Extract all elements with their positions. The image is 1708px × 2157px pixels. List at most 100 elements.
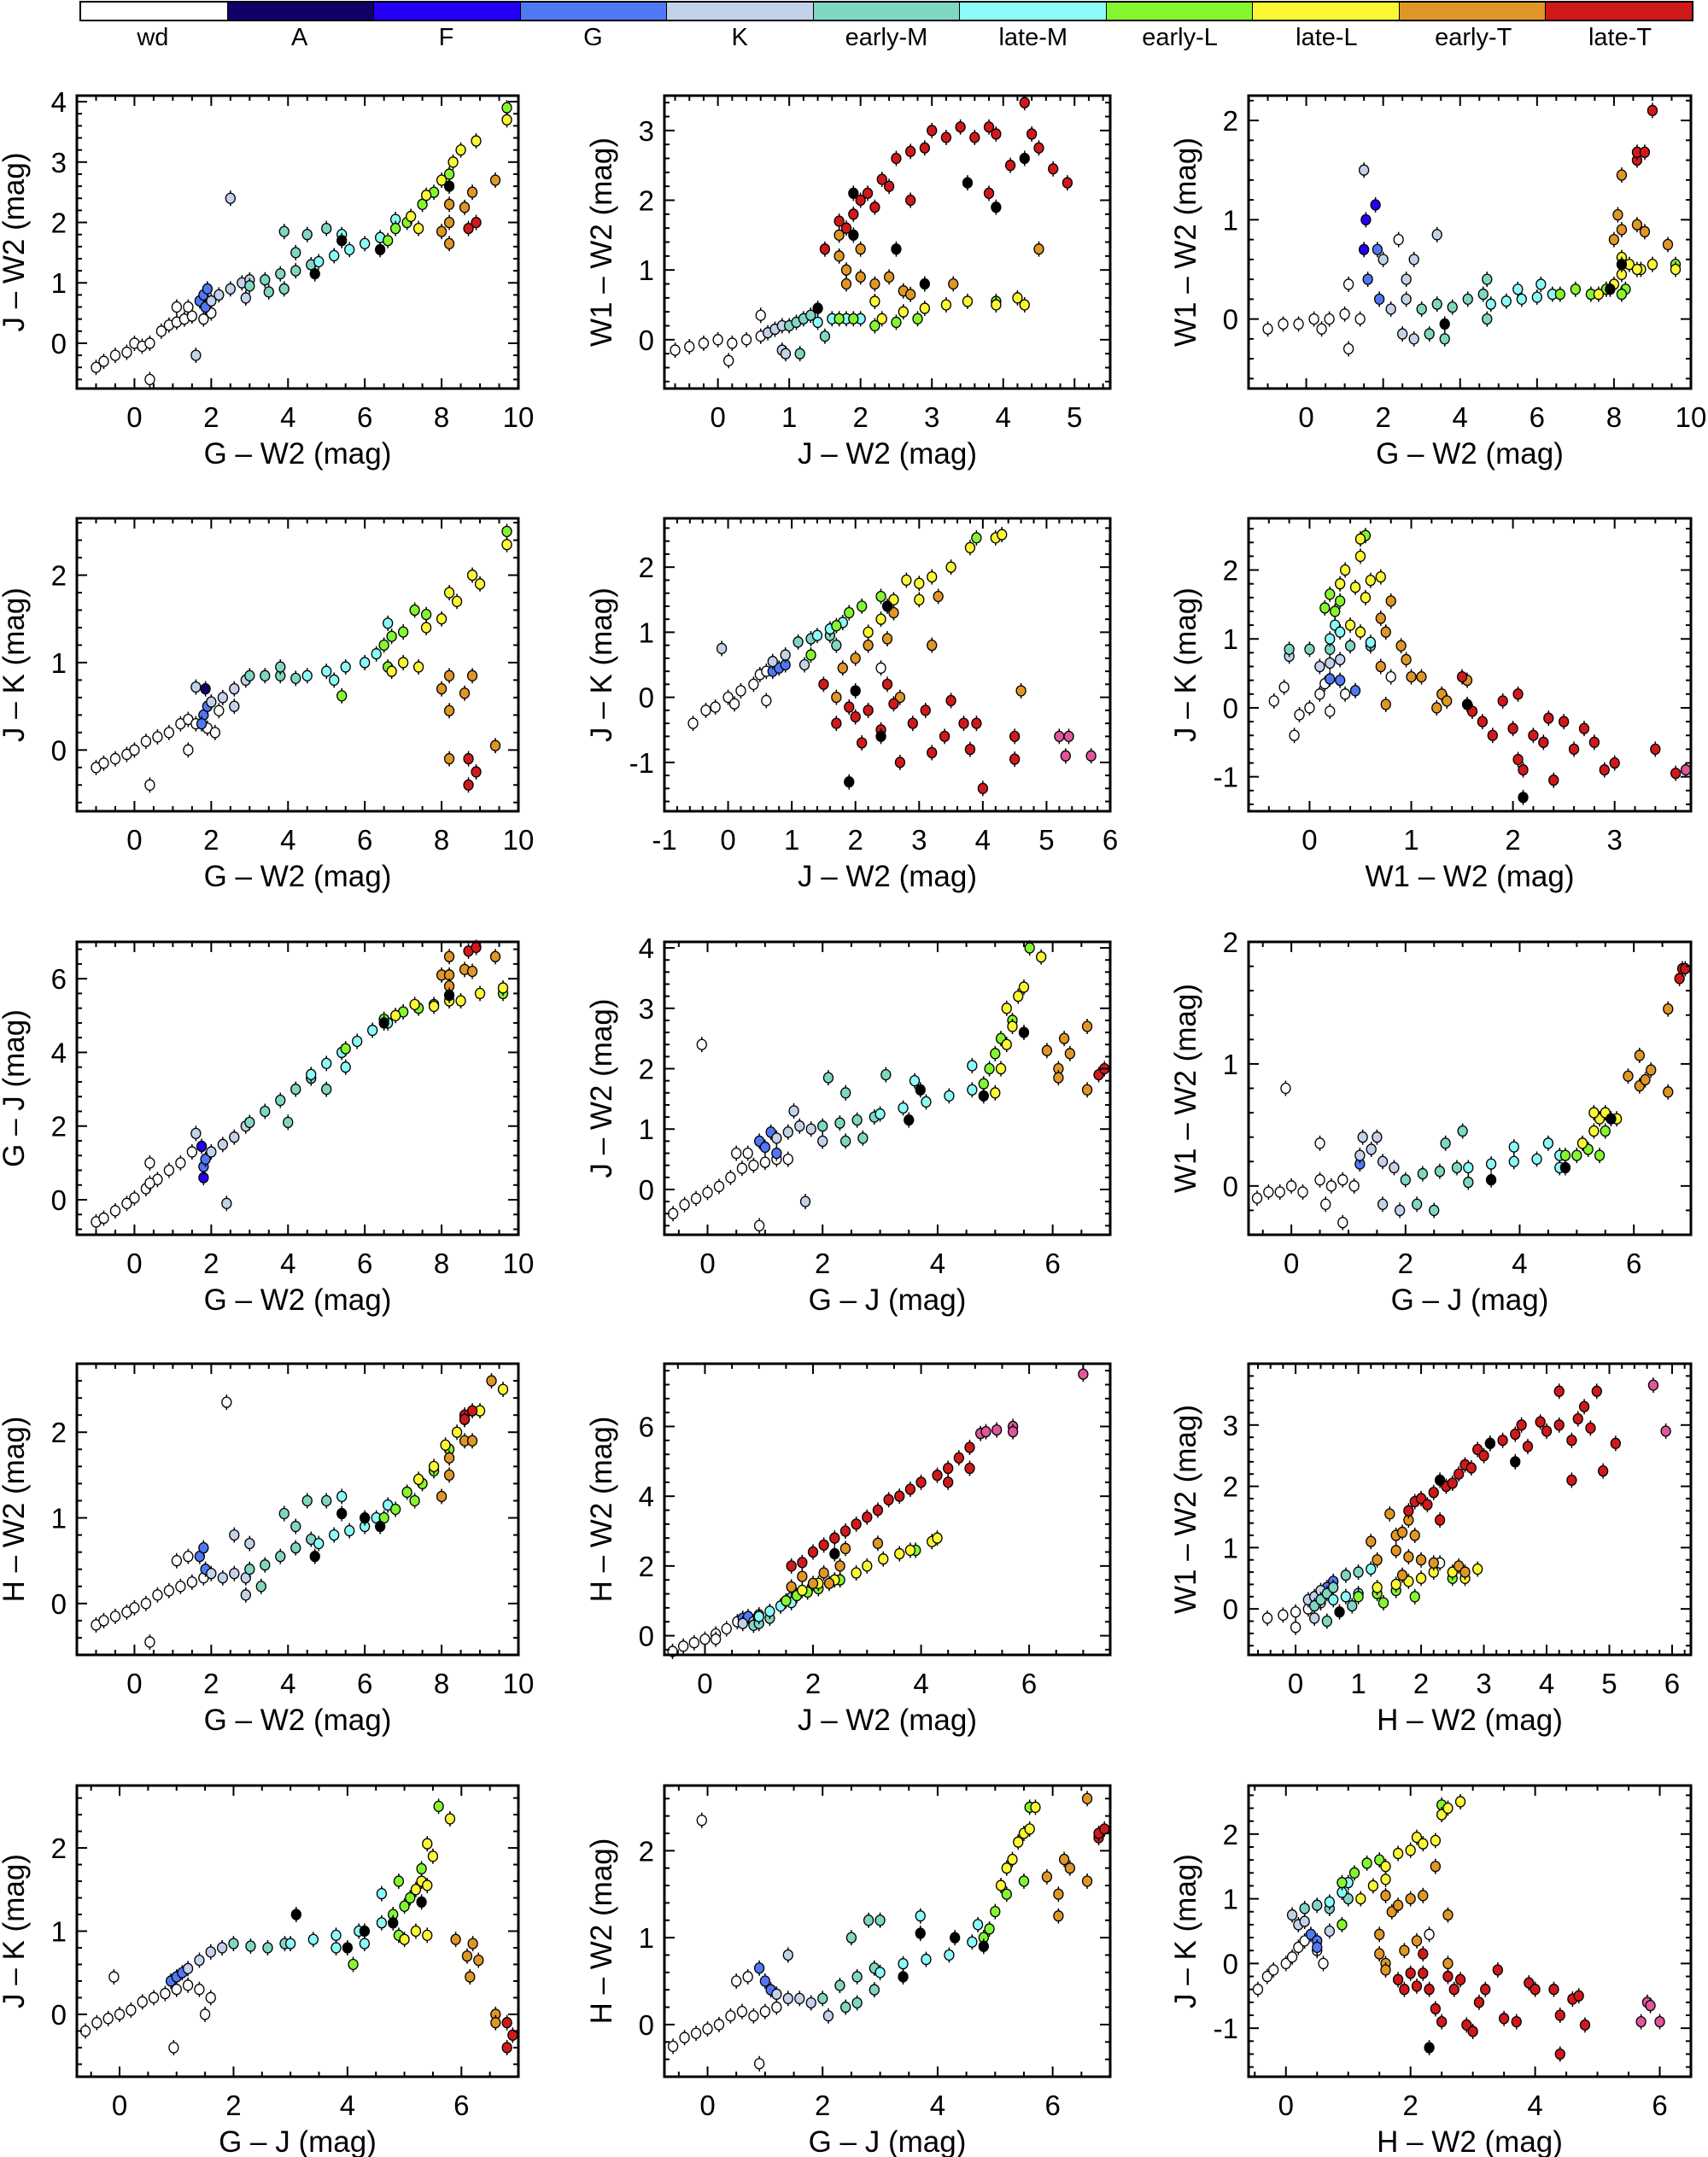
- data-point: [1415, 1572, 1427, 1584]
- series-wd: [1251, 1080, 1360, 1230]
- data-point: [818, 1567, 829, 1579]
- data-point: [1412, 1198, 1423, 1210]
- data-point: [1375, 570, 1386, 583]
- data-point: [1477, 716, 1489, 728]
- data-point: [1377, 1198, 1389, 1210]
- data-point: [1058, 1853, 1070, 1866]
- data-point: [1378, 254, 1389, 266]
- data-point: [1026, 128, 1038, 140]
- data-point: [851, 1971, 863, 1983]
- data-point: [855, 271, 866, 283]
- data-point: [171, 301, 183, 313]
- data-point: [1456, 670, 1468, 683]
- x-tick-label: 0: [1288, 1668, 1303, 1699]
- data-point: [767, 665, 778, 677]
- series-K: [716, 640, 810, 673]
- data-point: [1616, 259, 1628, 271]
- data-point: [1321, 1587, 1332, 1599]
- series-early-M: [817, 1067, 892, 1149]
- data-point: [753, 1962, 765, 1974]
- data-point: [1408, 254, 1419, 266]
- data-point: [410, 1884, 422, 1896]
- data-point: [1041, 1871, 1053, 1883]
- data-point: [1453, 1560, 1465, 1572]
- data-point: [799, 1195, 811, 1207]
- data-point: [1335, 675, 1346, 687]
- data-point: [748, 1616, 759, 1628]
- data-point: [186, 1146, 198, 1158]
- data-point: [399, 1933, 410, 1945]
- data-point: [755, 309, 766, 321]
- y-tick-label: 4: [51, 86, 67, 118]
- data-point: [1349, 685, 1361, 697]
- data-point: [813, 1577, 824, 1589]
- data-point: [850, 685, 861, 697]
- data-point: [336, 1490, 348, 1503]
- data-point: [1337, 1174, 1348, 1186]
- series-G: [196, 699, 214, 732]
- data-point: [1321, 1581, 1332, 1593]
- y-tick-label: 0: [1223, 1948, 1238, 1979]
- data-point: [909, 1075, 921, 1087]
- data-point: [1405, 1892, 1416, 1905]
- data-point: [98, 1615, 109, 1627]
- data-point: [1631, 146, 1643, 158]
- data-point: [875, 730, 886, 742]
- data-point: [260, 274, 271, 286]
- data-point: [962, 177, 974, 189]
- data-point: [759, 1975, 771, 1987]
- series-unclassified: [829, 1546, 840, 1562]
- y-axis-label: W1 – W2 (mag): [1169, 1405, 1202, 1614]
- series-K: [771, 1947, 834, 2024]
- data-point: [1442, 695, 1453, 707]
- data-point: [340, 1043, 351, 1055]
- data-point: [805, 633, 816, 645]
- data-point: [1324, 1896, 1335, 1909]
- series-early-T: [436, 949, 501, 994]
- data-point: [1354, 1158, 1366, 1170]
- data-point: [869, 1111, 880, 1123]
- data-point: [737, 1612, 748, 1624]
- data-point: [200, 1153, 211, 1166]
- x-tick-label: 6: [1021, 1668, 1037, 1699]
- x-tick-label: 8: [1606, 401, 1622, 433]
- data-point: [1406, 670, 1417, 683]
- series-early-T: [1374, 1858, 1454, 1978]
- data-point: [1019, 152, 1030, 165]
- data-point: [1585, 1422, 1596, 1435]
- y-tick-label: 1: [51, 647, 67, 679]
- data-point: [1639, 225, 1651, 237]
- data-point: [199, 2008, 211, 2020]
- data-point: [405, 1891, 416, 1904]
- x-tick-label: 8: [434, 824, 449, 856]
- data-point: [1015, 685, 1027, 697]
- data-point: [378, 1511, 389, 1524]
- data-point: [1465, 1462, 1477, 1474]
- data-point: [1375, 660, 1386, 673]
- x-axis-label: G – W2 (mag): [204, 1283, 392, 1317]
- data-point: [1568, 743, 1580, 756]
- series-F: [1358, 196, 1381, 258]
- data-point: [1012, 292, 1023, 304]
- data-point: [183, 713, 194, 726]
- data-point: [1418, 1838, 1429, 1850]
- data-point: [713, 1180, 725, 1193]
- data-point: [1588, 736, 1600, 748]
- data-point: [1024, 942, 1035, 954]
- data-point: [831, 717, 842, 729]
- data-point: [728, 698, 740, 710]
- plot-frame: [1247, 517, 1693, 813]
- data-point: [360, 1511, 371, 1524]
- data-point: [1447, 1572, 1458, 1584]
- series-early-M: [793, 628, 842, 653]
- colorbar-swatch-K: [667, 3, 814, 20]
- data-point: [194, 295, 206, 307]
- data-point: [313, 255, 325, 268]
- y-axis-label: J – K (mag): [1169, 1854, 1202, 2008]
- x-tick-label: 8: [434, 1248, 449, 1279]
- data-point: [1451, 1161, 1463, 1174]
- y-tick-label: 3: [1223, 1410, 1238, 1441]
- data-point: [466, 965, 478, 978]
- series-K: [190, 190, 255, 364]
- data-point: [1396, 1526, 1408, 1539]
